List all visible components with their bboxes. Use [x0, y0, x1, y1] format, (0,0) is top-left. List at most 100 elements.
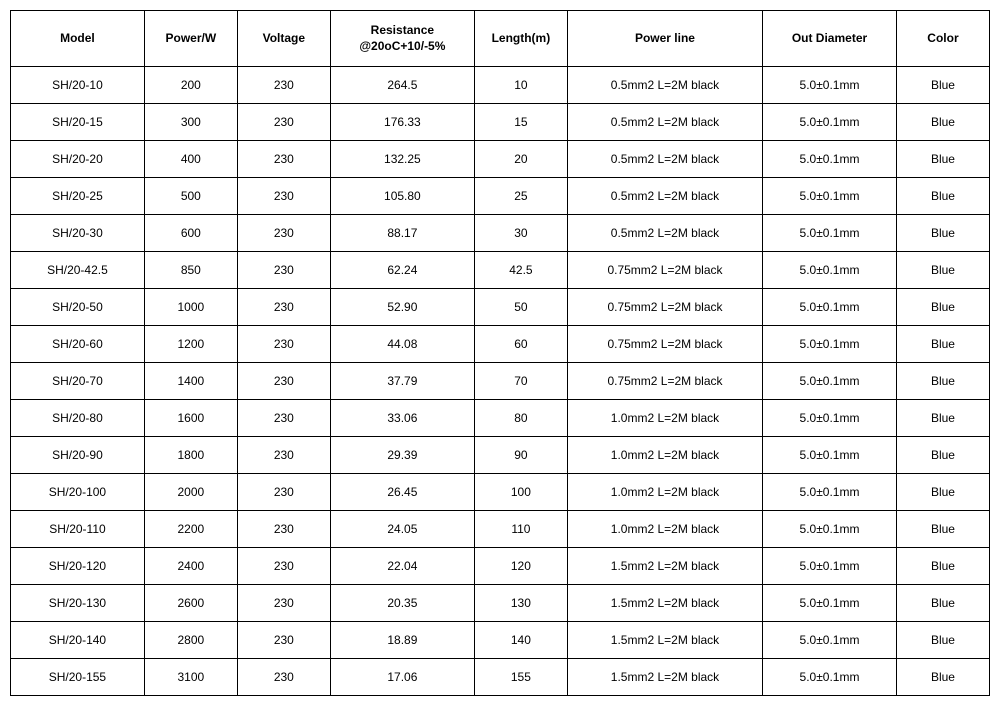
table-cell: 230 — [237, 289, 330, 326]
table-cell: Blue — [896, 178, 989, 215]
table-cell: Blue — [896, 326, 989, 363]
table-cell: 230 — [237, 585, 330, 622]
table-cell: SH/20-140 — [11, 622, 145, 659]
table-cell: 0.5mm2 L=2M black — [567, 67, 762, 104]
column-header: Power/W — [144, 11, 237, 67]
table-cell: Blue — [896, 585, 989, 622]
table-cell: 26.45 — [330, 474, 474, 511]
table-cell: 33.06 — [330, 400, 474, 437]
table-cell: 0.75mm2 L=2M black — [567, 326, 762, 363]
table-cell: 88.17 — [330, 215, 474, 252]
table-cell: 1.5mm2 L=2M black — [567, 659, 762, 696]
table-cell: 230 — [237, 474, 330, 511]
table-row: SH/20-80160023033.06801.0mm2 L=2M black5… — [11, 400, 990, 437]
table-cell: 230 — [237, 67, 330, 104]
table-cell: 110 — [474, 511, 567, 548]
table-cell: 1000 — [144, 289, 237, 326]
table-cell: SH/20-70 — [11, 363, 145, 400]
table-cell: SH/20-100 — [11, 474, 145, 511]
table-cell: 1400 — [144, 363, 237, 400]
table-cell: 120 — [474, 548, 567, 585]
table-cell: 176.33 — [330, 104, 474, 141]
table-cell: 20.35 — [330, 585, 474, 622]
table-cell: SH/20-130 — [11, 585, 145, 622]
table-cell: 5.0±0.1mm — [763, 178, 897, 215]
table-cell: 5.0±0.1mm — [763, 141, 897, 178]
table-cell: 1.0mm2 L=2M black — [567, 437, 762, 474]
table-cell: 10 — [474, 67, 567, 104]
table-cell: 264.5 — [330, 67, 474, 104]
table-cell: 70 — [474, 363, 567, 400]
table-cell: 5.0±0.1mm — [763, 474, 897, 511]
column-header: Color — [896, 11, 989, 67]
table-cell: SH/20-42.5 — [11, 252, 145, 289]
table-row: SH/20-140280023018.891401.5mm2 L=2M blac… — [11, 622, 990, 659]
table-cell: 62.24 — [330, 252, 474, 289]
table-row: SH/20-42.585023062.2442.50.75mm2 L=2M bl… — [11, 252, 990, 289]
table-cell: 60 — [474, 326, 567, 363]
table-cell: 50 — [474, 289, 567, 326]
table-row: SH/20-10200230264.5100.5mm2 L=2M black5.… — [11, 67, 990, 104]
table-cell: 18.89 — [330, 622, 474, 659]
table-cell: 600 — [144, 215, 237, 252]
table-body: SH/20-10200230264.5100.5mm2 L=2M black5.… — [11, 67, 990, 696]
table-cell: 140 — [474, 622, 567, 659]
table-cell: 230 — [237, 215, 330, 252]
table-cell: Blue — [896, 511, 989, 548]
table-cell: 230 — [237, 511, 330, 548]
table-cell: 230 — [237, 252, 330, 289]
table-cell: 3100 — [144, 659, 237, 696]
table-cell: 100 — [474, 474, 567, 511]
table-cell: 20 — [474, 141, 567, 178]
table-cell: 1.0mm2 L=2M black — [567, 511, 762, 548]
table-cell: 0.5mm2 L=2M black — [567, 178, 762, 215]
table-cell: 230 — [237, 548, 330, 585]
table-row: SH/20-120240023022.041201.5mm2 L=2M blac… — [11, 548, 990, 585]
table-cell: 29.39 — [330, 437, 474, 474]
table-cell: 500 — [144, 178, 237, 215]
table-cell: 2600 — [144, 585, 237, 622]
table-cell: 1600 — [144, 400, 237, 437]
table-cell: 0.75mm2 L=2M black — [567, 363, 762, 400]
table-cell: 15 — [474, 104, 567, 141]
table-cell: 22.04 — [330, 548, 474, 585]
column-header: Resistance@20oC+10/-5% — [330, 11, 474, 67]
table-cell: 2200 — [144, 511, 237, 548]
table-cell: Blue — [896, 363, 989, 400]
table-cell: SH/20-20 — [11, 141, 145, 178]
table-cell: Blue — [896, 104, 989, 141]
table-cell: 1.0mm2 L=2M black — [567, 400, 762, 437]
table-cell: 44.08 — [330, 326, 474, 363]
table-cell: 200 — [144, 67, 237, 104]
table-cell: 230 — [237, 104, 330, 141]
table-cell: 230 — [237, 659, 330, 696]
table-cell: 155 — [474, 659, 567, 696]
table-row: SH/20-50100023052.90500.75mm2 L=2M black… — [11, 289, 990, 326]
table-cell: 132.25 — [330, 141, 474, 178]
table-cell: Blue — [896, 215, 989, 252]
table-cell: 850 — [144, 252, 237, 289]
table-cell: 37.79 — [330, 363, 474, 400]
table-cell: SH/20-90 — [11, 437, 145, 474]
column-header: Power line — [567, 11, 762, 67]
table-cell: 2800 — [144, 622, 237, 659]
table-cell: 5.0±0.1mm — [763, 400, 897, 437]
table-row: SH/20-100200023026.451001.0mm2 L=2M blac… — [11, 474, 990, 511]
table-row: SH/20-3060023088.17300.5mm2 L=2M black5.… — [11, 215, 990, 252]
table-cell: 300 — [144, 104, 237, 141]
table-cell: SH/20-110 — [11, 511, 145, 548]
table-cell: 5.0±0.1mm — [763, 252, 897, 289]
table-cell: 42.5 — [474, 252, 567, 289]
table-cell: 80 — [474, 400, 567, 437]
column-header: Out Diameter — [763, 11, 897, 67]
table-cell: SH/20-50 — [11, 289, 145, 326]
spec-table: ModelPower/WVoltageResistance@20oC+10/-5… — [10, 10, 990, 696]
table-cell: 5.0±0.1mm — [763, 215, 897, 252]
table-cell: 5.0±0.1mm — [763, 511, 897, 548]
table-cell: 17.06 — [330, 659, 474, 696]
table-header: ModelPower/WVoltageResistance@20oC+10/-5… — [11, 11, 990, 67]
table-row: SH/20-20400230132.25200.5mm2 L=2M black5… — [11, 141, 990, 178]
table-cell: 1.5mm2 L=2M black — [567, 585, 762, 622]
table-cell: 5.0±0.1mm — [763, 659, 897, 696]
table-cell: 24.05 — [330, 511, 474, 548]
